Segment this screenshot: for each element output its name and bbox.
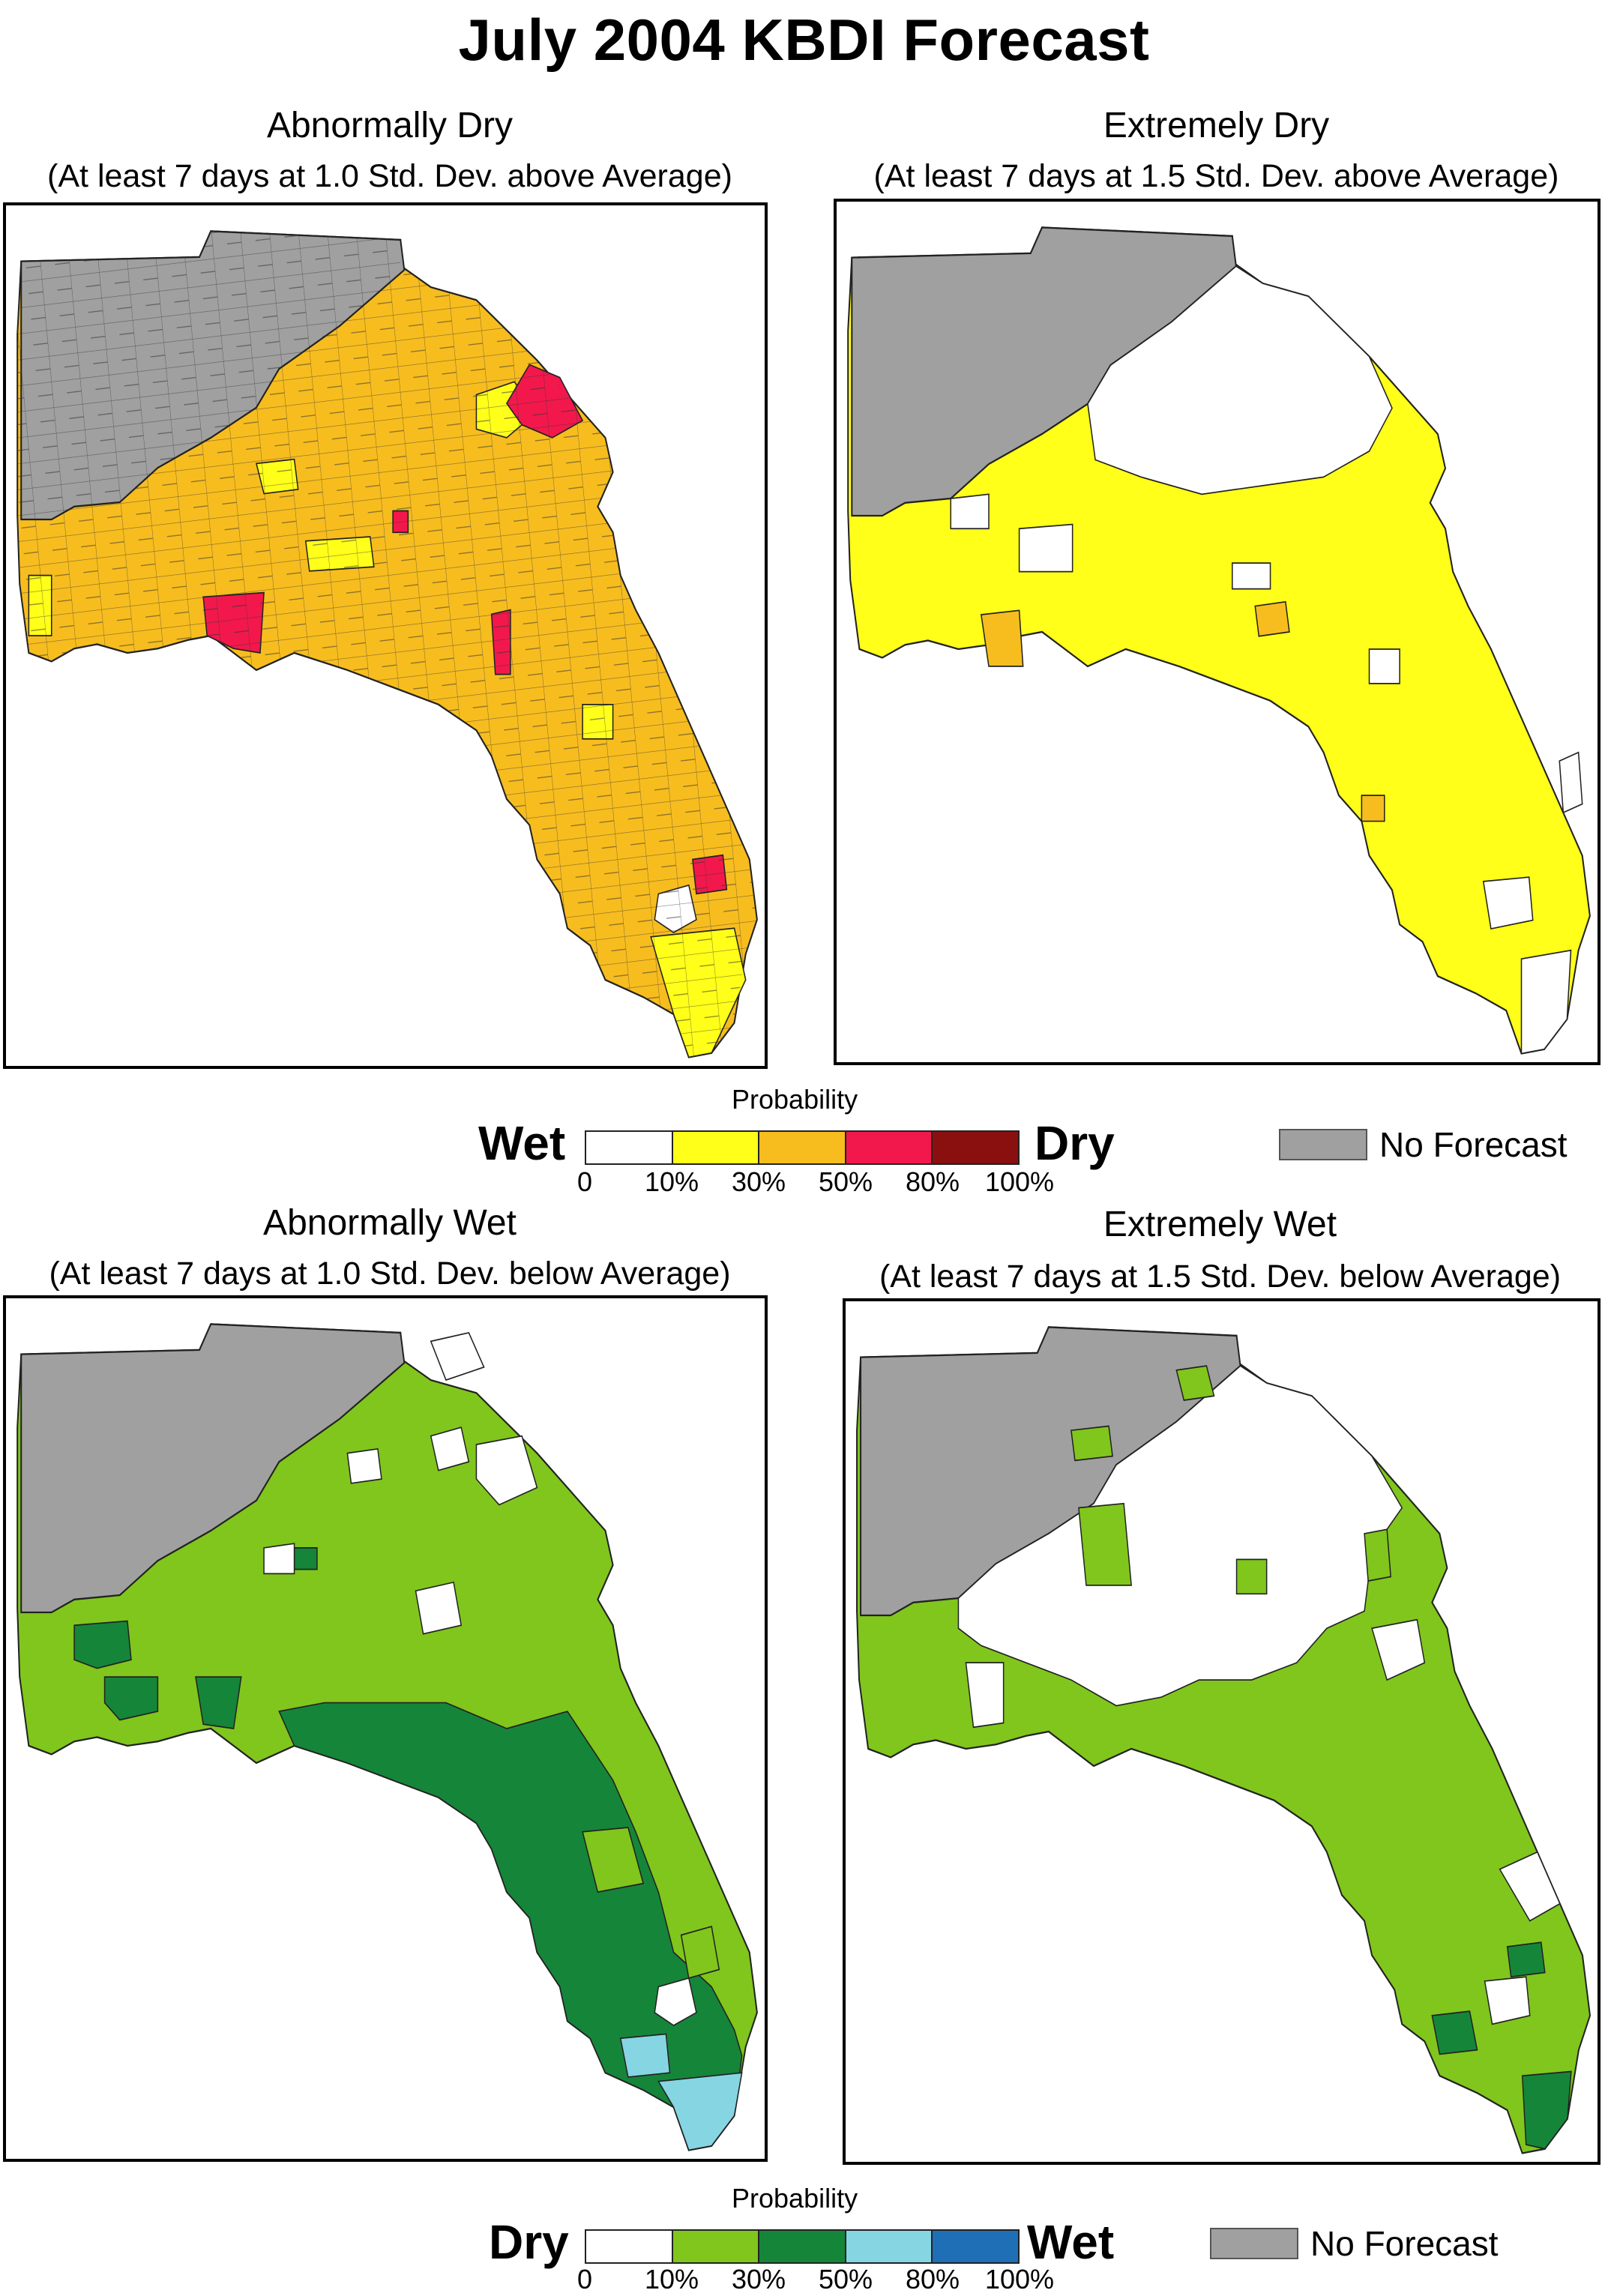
legend-dry-right-label: Dry — [1035, 1116, 1115, 1170]
legend-dry-left-label: Wet — [478, 1116, 566, 1170]
below-threshold-area — [346, 1447, 382, 1484]
low-prob-area — [582, 1827, 645, 1893]
low-prob-area — [1175, 1365, 1215, 1401]
panel-subtitle-abnormally-wet: (At least 7 days at 1.0 Std. Dev. below … — [49, 1256, 731, 1292]
legend-wet-swatch-4 — [933, 2231, 1018, 2262]
legend-wet-tick: 100% — [984, 2264, 1055, 2295]
legend-dry-probability-label: Probability — [732, 1084, 858, 1115]
legend-wet-swatch-0 — [586, 2231, 673, 2262]
map-extremely-wet — [843, 1298, 1601, 2165]
below-threshold-area — [1018, 523, 1073, 573]
legend-wet-swatch-3 — [846, 2231, 933, 2262]
below-threshold-area — [1559, 751, 1583, 814]
low-prob-area — [680, 1925, 720, 1979]
no-forecast-label: No Forecast — [1379, 1125, 1568, 1164]
mid-prob-area — [195, 1676, 242, 1729]
no-forecast-label-wet: No Forecast — [1310, 2224, 1499, 2263]
panel-subtitle-abnormally-dry: (At least 7 days at 1.0 Std. Dev. above … — [47, 158, 732, 194]
legend-dry-color-ramp — [585, 1130, 1020, 1165]
legend-wet-tick: 50% — [818, 2264, 873, 2295]
below-threshold-area — [1482, 876, 1534, 930]
legend-wet-swatch-1 — [672, 2231, 760, 2262]
legend-wet-right-label: Wet — [1027, 2215, 1115, 2269]
low-prob-area — [1235, 1558, 1268, 1595]
below-threshold-area — [1499, 1851, 1561, 1922]
below-threshold-area — [1371, 1618, 1426, 1681]
page-title: July 2004 KBDI Forecast — [458, 7, 1150, 73]
legend-dry-swatch-1 — [672, 1132, 760, 1163]
below-threshold-area — [1087, 265, 1393, 495]
mid-prob-area — [293, 1547, 318, 1570]
panel-subtitle-extremely-wet: (At least 7 days at 1.5 Std. Dev. below … — [879, 1259, 1562, 1295]
legend-wet-swatch-2 — [759, 2231, 846, 2262]
map-abnormally-wet — [3, 1295, 768, 2162]
panel-title-extremely-dry: Extremely Dry — [1103, 106, 1330, 145]
mid-prob-area — [103, 1676, 159, 1721]
mid-prob-area — [1506, 1941, 1546, 1978]
legend-wet-left-label: Dry — [489, 2215, 569, 2269]
high-prob-area — [619, 2033, 671, 2078]
legend-wet-tick: 30% — [731, 2264, 786, 2295]
legend-wet-tick: 0 — [576, 2264, 593, 2295]
no-forecast-swatch — [1279, 1129, 1367, 1160]
legend-dry-tick: 0 — [576, 1166, 593, 1197]
below-threshold-area — [1520, 949, 1572, 1055]
lake-okeechobee — [654, 1977, 697, 2027]
below-threshold-area — [263, 1543, 295, 1575]
legend-wet-probability-label: Probability — [732, 2183, 858, 2214]
panel-title-abnormally-wet: Abnormally Wet — [263, 1203, 517, 1243]
below-threshold-area — [430, 1426, 470, 1471]
below-threshold-area — [475, 1435, 538, 1506]
panel-title-extremely-wet: Extremely Wet — [1103, 1205, 1337, 1244]
legend-wet-tick: 10% — [644, 2264, 699, 2295]
below-threshold-area — [1232, 562, 1271, 590]
legend-dry-swatch-4 — [933, 1132, 1018, 1163]
legend-dry-tick: 80% — [905, 1166, 960, 1197]
map-extremely-dry — [834, 199, 1601, 1065]
high-prob-area — [657, 2072, 743, 2151]
lake-okeechobee — [1484, 1976, 1531, 2025]
mid-prob-area — [980, 609, 1024, 667]
legend-dry-swatch-3 — [846, 1132, 933, 1163]
legend-dry-swatch-0 — [586, 1132, 673, 1163]
below-threshold-area — [965, 1662, 1005, 1729]
low-prob-area — [1071, 1425, 1113, 1462]
legend-dry-tick: 10% — [644, 1166, 699, 1197]
mid-prob-area — [1254, 600, 1290, 637]
panel-subtitle-extremely-dry: (At least 7 days at 1.5 Std. Dev. above … — [873, 158, 1559, 194]
panel-title-abnormally-dry: Abnormally Dry — [266, 106, 514, 145]
below-threshold-area — [1368, 648, 1400, 684]
legend-dry-tick: 100% — [984, 1166, 1055, 1197]
mid-prob-area — [1521, 2070, 1572, 2150]
no-forecast-area — [20, 1323, 406, 1614]
mid-prob-area — [1361, 795, 1385, 822]
legend-dry-tick: 30% — [731, 1166, 786, 1197]
below-threshold-area — [950, 493, 990, 530]
no-forecast-swatch-wet — [1210, 2228, 1298, 2259]
low-prob-area — [1364, 1528, 1391, 1582]
legend-wet-color-ramp — [585, 2229, 1020, 2264]
mid-prob-area — [1431, 2010, 1478, 2055]
legend-dry-tick: 50% — [818, 1166, 873, 1197]
low-prob-area — [1078, 1502, 1132, 1586]
legend-dry-swatch-2 — [759, 1132, 846, 1163]
map-abnormally-dry — [3, 202, 768, 1069]
below-threshold-area — [415, 1581, 463, 1635]
legend-wet-tick: 80% — [905, 2264, 960, 2295]
below-threshold-area — [430, 1331, 485, 1381]
mid-prob-area — [73, 1620, 132, 1669]
